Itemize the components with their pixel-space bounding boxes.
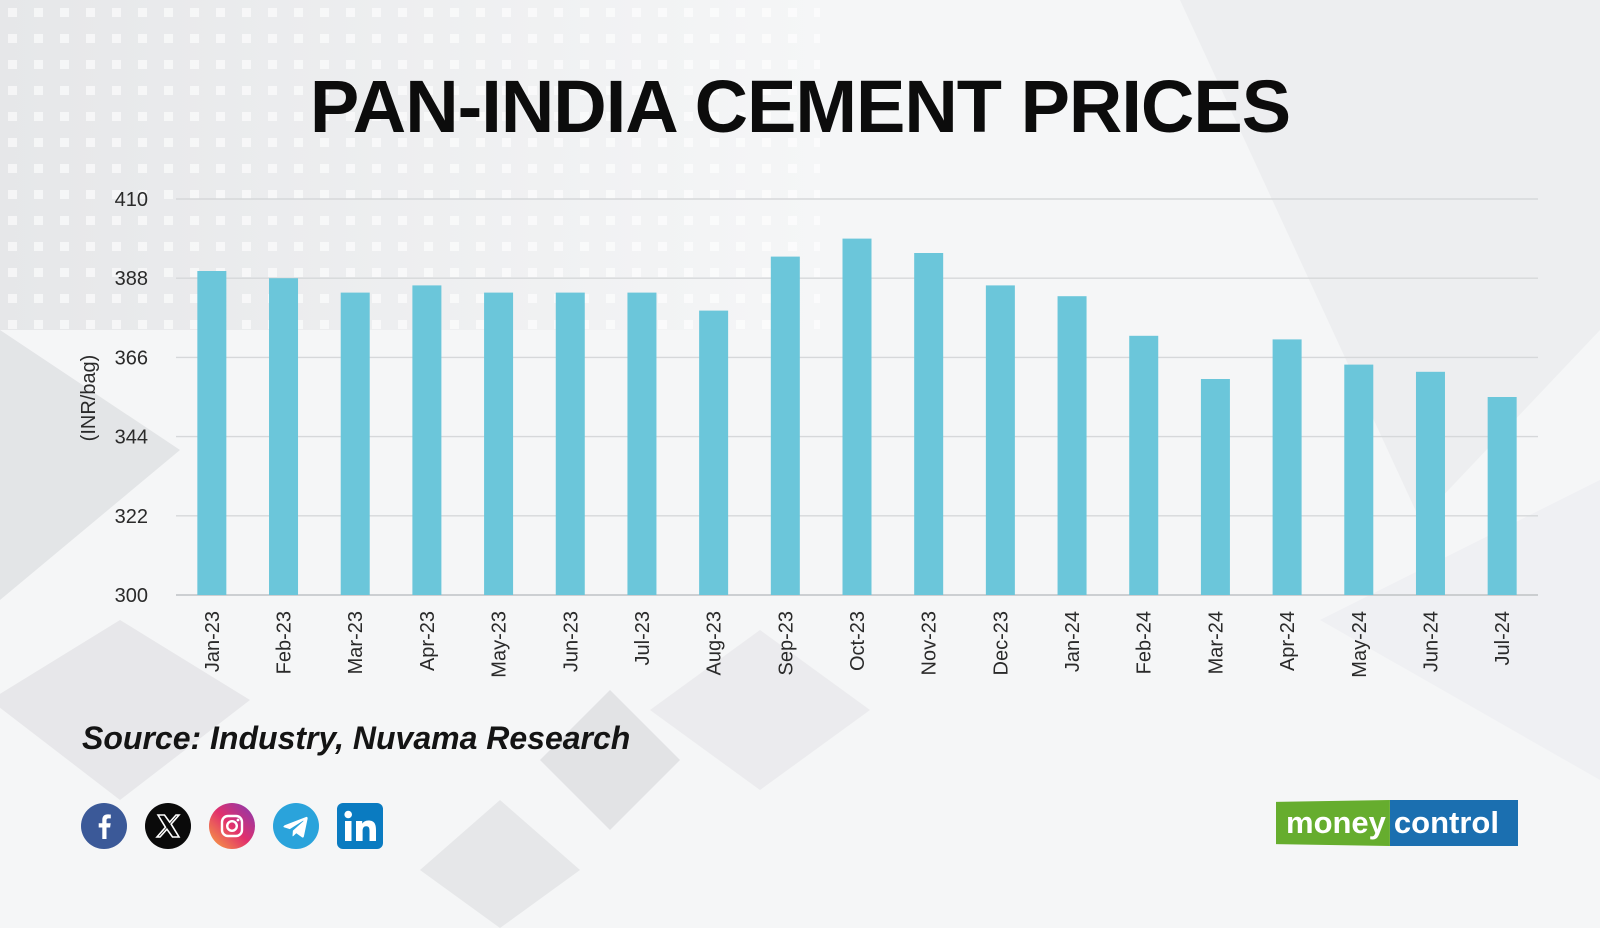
bar xyxy=(1057,296,1087,595)
y-tick-label: 410 xyxy=(115,189,148,211)
x-tick-label: Apr-24 xyxy=(1277,611,1299,671)
brand-text-control: control xyxy=(1389,800,1518,846)
telegram-icon[interactable] xyxy=(273,803,319,849)
x-tick-label: Oct-23 xyxy=(847,611,869,671)
x-tick-label: Aug-23 xyxy=(704,611,726,676)
bar xyxy=(1272,339,1302,595)
x-tick-label: Mar-23 xyxy=(345,611,367,674)
bar xyxy=(770,256,800,595)
linkedin-icon[interactable] xyxy=(337,803,383,849)
moneycontrol-logo: money control xyxy=(1276,800,1518,846)
x-tick-label: Jul-23 xyxy=(632,611,654,665)
x-tick-label: Dec-23 xyxy=(990,611,1012,675)
bar xyxy=(914,253,944,595)
x-tick-label: Jun-23 xyxy=(560,611,582,672)
x-tick-label: Feb-24 xyxy=(1134,611,1156,674)
bar xyxy=(985,285,1015,595)
bar xyxy=(1415,371,1445,595)
bar xyxy=(484,292,514,595)
y-tick-label: 388 xyxy=(115,268,148,290)
bar xyxy=(699,310,729,595)
y-tick-label: 322 xyxy=(115,506,148,528)
bar xyxy=(1129,335,1159,595)
x-tick-label: Sep-23 xyxy=(775,611,797,676)
x-tick-label: Jan-24 xyxy=(1062,611,1084,672)
x-tick-label: Nov-23 xyxy=(919,611,941,675)
x-tick-label: Jun-24 xyxy=(1420,611,1442,672)
facebook-icon[interactable] xyxy=(81,803,127,849)
x-tick-label: May-23 xyxy=(489,611,511,678)
bar xyxy=(842,238,872,595)
y-tick-label: 344 xyxy=(115,427,148,449)
bar xyxy=(340,292,370,595)
bar xyxy=(412,285,442,595)
x-twitter-icon[interactable] xyxy=(145,803,191,849)
bar xyxy=(197,271,227,595)
x-tick-label: Jul-24 xyxy=(1492,611,1514,665)
bar xyxy=(1487,397,1517,595)
bar xyxy=(1344,364,1374,595)
bar xyxy=(627,292,657,595)
x-tick-label: May-24 xyxy=(1349,611,1371,678)
instagram-icon[interactable] xyxy=(209,803,255,849)
page-title: PAN-INDIA CEMENT PRICES xyxy=(309,65,1291,148)
x-tick-label: Mar-24 xyxy=(1205,611,1227,674)
x-tick-label: Jan-23 xyxy=(202,611,224,672)
y-tick-label: 300 xyxy=(115,585,148,607)
bar xyxy=(269,278,299,595)
brand-text-money: money xyxy=(1276,800,1390,846)
y-axis-label: (INR/bag) xyxy=(78,355,100,442)
x-tick-label: Feb-23 xyxy=(274,611,296,674)
x-tick-label: Apr-23 xyxy=(417,611,439,671)
y-tick-label: 366 xyxy=(115,347,148,369)
bar xyxy=(555,292,585,595)
bar xyxy=(1200,379,1230,595)
source-note: Source: Industry, Nuvama Research xyxy=(82,720,631,756)
